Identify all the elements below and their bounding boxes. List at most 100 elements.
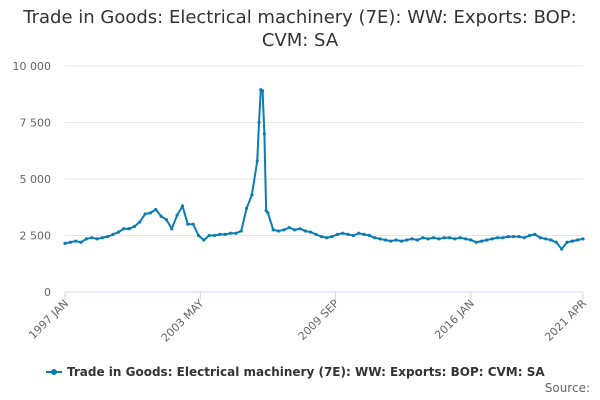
point bbox=[309, 230, 313, 234]
point bbox=[373, 236, 377, 240]
point bbox=[74, 239, 78, 243]
point bbox=[474, 240, 478, 244]
point bbox=[159, 214, 163, 218]
point bbox=[362, 232, 366, 236]
point bbox=[463, 237, 468, 241]
point bbox=[335, 232, 339, 236]
source: Source: bbox=[545, 381, 590, 395]
point bbox=[399, 239, 404, 243]
point bbox=[266, 211, 270, 215]
x-tick-label: 2009 SEP bbox=[296, 297, 342, 343]
point bbox=[264, 209, 268, 213]
x-tick-label: 2021 APR bbox=[542, 297, 589, 344]
point bbox=[415, 238, 420, 242]
point bbox=[383, 238, 388, 242]
point bbox=[132, 224, 137, 229]
point bbox=[228, 231, 233, 235]
point bbox=[437, 237, 441, 241]
point bbox=[63, 241, 67, 246]
x-tick-label: 2003 MAY bbox=[159, 297, 207, 345]
point bbox=[293, 228, 297, 232]
point bbox=[79, 240, 83, 244]
point bbox=[341, 231, 345, 235]
point bbox=[389, 239, 393, 243]
legend-label: Trade in Goods: Electrical machinery (7E… bbox=[67, 365, 545, 379]
point bbox=[527, 233, 532, 238]
point bbox=[469, 238, 473, 242]
y-tick-label: 0 bbox=[44, 286, 51, 299]
point bbox=[100, 236, 104, 240]
point bbox=[271, 228, 275, 232]
point bbox=[196, 233, 201, 238]
point bbox=[257, 120, 261, 125]
point bbox=[127, 227, 131, 231]
point bbox=[330, 235, 334, 239]
point bbox=[207, 233, 211, 238]
point bbox=[191, 222, 195, 226]
point bbox=[106, 235, 110, 239]
point bbox=[239, 229, 243, 233]
point bbox=[186, 222, 190, 226]
point bbox=[250, 193, 254, 197]
point bbox=[576, 238, 580, 242]
point bbox=[138, 220, 142, 224]
point bbox=[458, 236, 462, 240]
point bbox=[282, 228, 286, 232]
x-tick-label: 1997 JAN bbox=[26, 297, 71, 342]
point bbox=[485, 238, 489, 242]
series-line bbox=[64, 87, 584, 251]
point bbox=[560, 247, 564, 251]
point bbox=[511, 235, 516, 239]
point bbox=[90, 236, 94, 240]
point bbox=[202, 238, 206, 242]
point bbox=[175, 213, 179, 217]
point bbox=[346, 232, 350, 236]
point bbox=[154, 207, 158, 212]
point bbox=[298, 227, 302, 231]
point bbox=[453, 237, 457, 241]
point bbox=[325, 236, 329, 240]
point bbox=[351, 233, 355, 238]
point bbox=[357, 231, 361, 235]
point bbox=[410, 237, 414, 241]
point bbox=[303, 229, 307, 233]
point bbox=[244, 206, 249, 210]
point bbox=[554, 240, 558, 244]
point bbox=[533, 232, 537, 236]
point bbox=[234, 231, 238, 235]
point bbox=[570, 239, 574, 243]
point bbox=[262, 132, 266, 136]
point bbox=[314, 232, 318, 236]
point bbox=[538, 236, 542, 240]
point bbox=[287, 225, 291, 230]
point bbox=[319, 235, 323, 239]
point bbox=[143, 212, 147, 216]
point bbox=[565, 240, 569, 244]
point bbox=[442, 236, 446, 240]
point bbox=[581, 237, 585, 241]
legend-marker bbox=[51, 369, 57, 375]
point bbox=[111, 232, 115, 236]
y-tick-label: 2 500 bbox=[20, 230, 52, 243]
point bbox=[549, 238, 553, 242]
point bbox=[164, 218, 169, 222]
point bbox=[218, 232, 222, 236]
point bbox=[490, 237, 494, 241]
point bbox=[148, 211, 153, 215]
point bbox=[522, 236, 526, 240]
point bbox=[212, 233, 217, 238]
point bbox=[116, 230, 121, 234]
point bbox=[426, 237, 430, 241]
point bbox=[122, 227, 126, 231]
y-tick-label: 10 000 bbox=[13, 60, 52, 73]
point bbox=[180, 204, 185, 208]
point bbox=[255, 159, 259, 163]
point bbox=[495, 236, 500, 240]
point bbox=[405, 238, 409, 242]
point bbox=[431, 236, 436, 240]
point bbox=[84, 237, 88, 241]
point bbox=[506, 235, 510, 239]
point bbox=[378, 237, 382, 241]
